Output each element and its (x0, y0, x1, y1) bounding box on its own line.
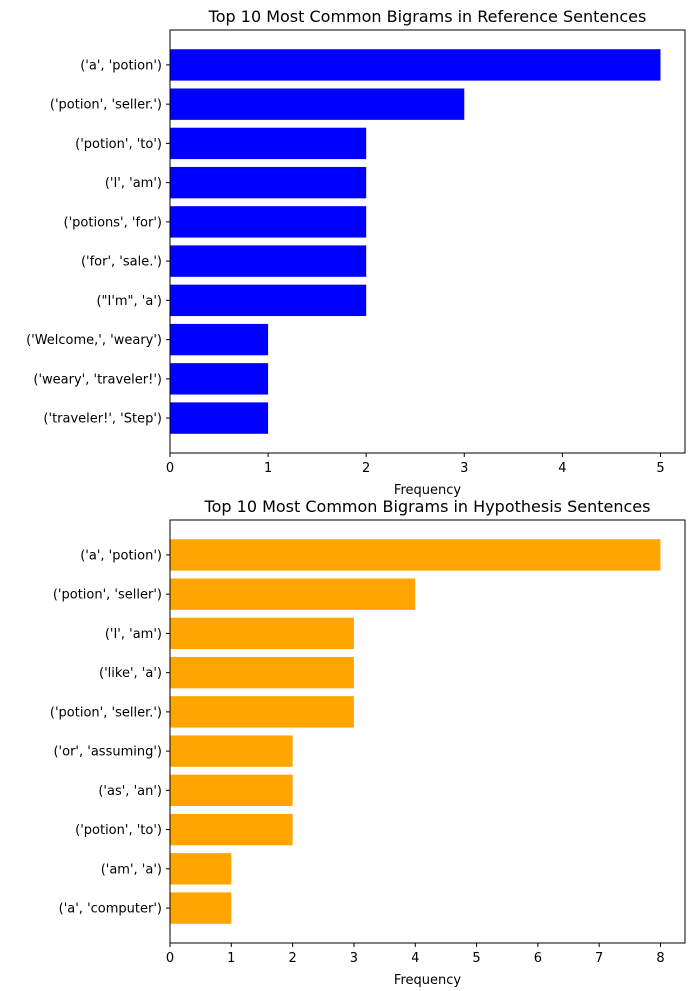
bar (170, 245, 367, 277)
y-tick-label: ('I', 'am') (105, 176, 162, 191)
x-axis-label: Frequency (394, 483, 461, 498)
y-tick-label: ('a', 'computer') (59, 902, 162, 917)
x-tick-label: 0 (166, 951, 174, 966)
y-tick-label: ('potions', 'for') (64, 215, 162, 230)
x-tick-label: 1 (264, 461, 272, 476)
bar (170, 127, 367, 160)
bar (170, 696, 354, 728)
x-tick-label: 3 (460, 461, 468, 476)
x-tick-label: 2 (362, 461, 370, 476)
x-tick-label: 5 (472, 951, 480, 966)
chart-title: Top 10 Most Common Bigrams in Reference … (208, 7, 647, 26)
y-tick-label: ('or', 'assuming') (53, 745, 162, 760)
y-tick-label: ('potion', 'seller.') (50, 705, 162, 720)
y-tick-label: ('traveler!', 'Step') (43, 412, 162, 427)
y-tick-label: ('a', 'potion') (80, 548, 162, 563)
axes-frame (169, 519, 686, 944)
bar (170, 88, 465, 120)
bar (170, 853, 232, 885)
bar (170, 735, 293, 767)
x-tick-label: 0 (166, 461, 174, 476)
bar (170, 166, 367, 199)
bar (170, 363, 269, 395)
x-tick-label: 1 (227, 951, 235, 966)
bar (170, 402, 269, 434)
x-tick-label: 4 (411, 951, 419, 966)
y-tick-label: ('a', 'potion') (80, 58, 162, 73)
bar (170, 284, 367, 317)
chart-title: Top 10 Most Common Bigrams in Hypothesis… (204, 497, 651, 516)
bar (170, 206, 367, 238)
x-axis-label: Frequency (394, 973, 461, 988)
bar (170, 892, 232, 924)
bar (170, 578, 416, 610)
bar (170, 656, 354, 689)
x-tick-label: 2 (288, 951, 296, 966)
y-tick-label: ("I'm", 'a') (96, 294, 162, 309)
x-tick-label: 4 (558, 461, 566, 476)
x-tick-label: 6 (534, 951, 542, 966)
reference-bigram-chart: Top 10 Most Common Bigrams in Reference … (26, 7, 686, 498)
bar (170, 539, 661, 571)
bar (170, 813, 293, 846)
y-tick-label: ('potion', 'to') (75, 137, 162, 152)
axes-frame (169, 29, 686, 454)
y-tick-label: ('weary', 'traveler!') (33, 372, 162, 387)
hypothesis-bigram-chart: Top 10 Most Common Bigrams in Hypothesis… (50, 497, 686, 988)
y-tick-label: ('Welcome,', 'weary') (26, 333, 162, 348)
y-tick-label: ('as', 'an') (98, 784, 162, 799)
x-tick-label: 8 (656, 951, 664, 966)
bar (170, 774, 293, 807)
bar (170, 49, 661, 81)
y-tick-label: ('potion', 'seller') (53, 588, 162, 603)
bar (170, 617, 354, 650)
y-tick-label: ('for', 'sale.') (81, 255, 162, 270)
y-tick-label: ('am', 'a') (101, 862, 162, 877)
y-tick-label: ('potion', 'seller.') (50, 98, 162, 113)
y-tick-label: ('like', 'a') (99, 666, 162, 681)
x-tick-label: 3 (350, 951, 358, 966)
bar (170, 323, 269, 356)
y-tick-label: ('potion', 'to') (75, 823, 162, 838)
x-tick-label: 7 (595, 951, 603, 966)
x-tick-label: 5 (656, 461, 664, 476)
y-tick-label: ('I', 'am') (105, 627, 162, 642)
